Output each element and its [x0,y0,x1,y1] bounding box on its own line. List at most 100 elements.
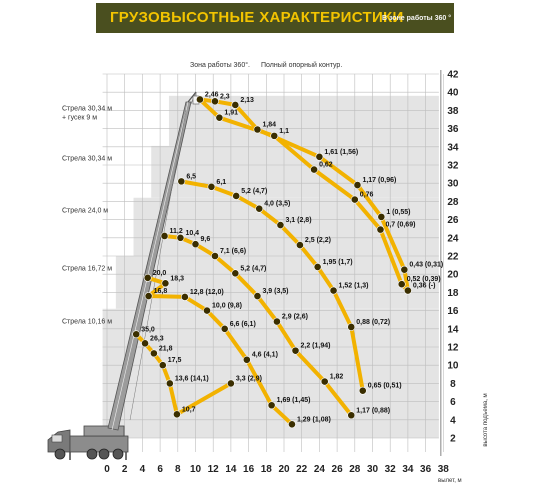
x-tick-label: 4 [140,464,146,475]
data-label: 1,82 [330,374,344,381]
series-name: Стрела 30,34 м [62,155,112,162]
series-name: + гусек 9 м [62,114,97,121]
x-tick-label: 16 [243,464,255,475]
data-point [347,411,356,420]
data-label: 2,2 (1,94) [301,343,331,350]
y-tick-label: 30 [447,179,459,190]
x-tick-label: 38 [438,464,450,475]
x-tick-label: 36 [420,464,432,475]
y-tick-label: 26 [447,215,459,226]
data-point [211,97,219,106]
data-point [211,252,219,260]
x-tick-label: 32 [385,464,397,475]
y-tick-label: 38 [447,106,459,117]
data-label: 0,7 (0,69) [385,222,415,229]
data-label: 1,61 (1,56) [324,149,358,156]
load-curves [132,95,412,429]
y-tick-label: 8 [450,379,456,390]
data-label: 6,1 [216,179,226,186]
x-tick-label: 22 [296,464,308,475]
data-point [203,306,211,315]
curve-line [197,97,410,293]
data-point [376,225,385,234]
x-tick-label: 8 [175,464,181,475]
chart-subtitle: В зоне работы 360 ° [382,15,452,22]
y-tick-label: 40 [447,88,459,99]
x-tick-label: 14 [225,464,237,475]
data-label: 0,76 [360,192,374,199]
data-point [191,240,200,249]
data-point [291,346,300,355]
data-point [176,233,185,242]
series-name: Стрела 30,34 м [62,105,112,112]
data-label: 11,2 [170,228,183,235]
y-tick-label: 28 [447,197,459,208]
data-label: 10,7 [182,406,196,413]
series-name: Стрела 10,16 м [62,318,112,325]
data-point [350,195,359,204]
data-label: 1,17 (0,96) [362,177,396,184]
x-tick-label: 20 [278,464,290,475]
series-name: Стрела 16,72 м [62,266,112,273]
data-label: 5,2 (4,7) [240,265,266,272]
data-point [329,286,338,295]
data-label: 0,43 (0,31) [409,262,443,269]
data-point [273,317,281,326]
data-point [403,286,412,295]
y-tick-label: 6 [450,397,456,408]
x-axis-label: вылет, м [438,478,462,484]
data-label: 1 (0,55) [386,209,410,216]
data-point [288,420,296,429]
x-tick-label: 24 [314,464,326,475]
y-tick-label: 4 [450,415,456,426]
shade-band [168,95,439,146]
data-label: 17,5 [168,357,182,364]
y-axis-label: высота подъема, м [483,393,489,446]
data-label: 13,6 (14,1) [175,375,209,382]
data-point [358,386,367,395]
y-tick-label: 14 [447,324,459,335]
data-point [143,273,152,282]
data-point [231,101,240,109]
x-tick-label: 34 [402,464,414,475]
data-label: 4,6 (4,1) [252,352,278,359]
shade-band [115,256,439,309]
data-label: 5,2 (4,7) [241,188,267,195]
data-label: 3,9 (3,5) [262,288,288,295]
data-point [132,330,141,339]
data-label: 2,9 (2,6) [282,314,308,321]
data-label: 2,3 [220,93,230,100]
data-point [196,95,204,104]
data-label: 6,6 (6,1) [230,321,256,328]
data-point [173,410,181,419]
grid [102,73,444,452]
data-point [397,280,406,289]
data-point [231,269,240,278]
x-tick-label: 2 [122,464,128,475]
data-point [377,212,386,221]
data-point [353,181,362,189]
data-label: 12,8 (12,0) [190,289,224,296]
data-label: 1,29 (1,08) [297,416,331,423]
series-name: Стрела 24,0 м [62,207,108,214]
data-label: 3,1 (2,8) [285,217,311,224]
data-label: 18,3 [170,275,184,282]
data-label: 35,0 [141,326,155,333]
data-point [158,361,167,370]
data-point [400,265,409,274]
data-label: 21,8 [159,345,173,352]
y-tick-label: 36 [447,124,459,135]
data-point [207,182,216,191]
x-tick-label: 6 [157,464,163,475]
data-label: 1,52 (1,3) [339,283,369,290]
x-tick-label: 12 [208,464,220,475]
data-label: 16,8 [154,288,168,295]
data-label: 0,88 (0,72) [356,319,390,326]
data-point [215,113,224,122]
y-tick-label: 42 [447,70,459,81]
data-label: 2,5 (2,2) [305,237,331,244]
data-label: 0,36 (-) [413,283,436,290]
note-work-zone: Зона работы 360°. [190,61,250,69]
y-tick-label: 24 [447,233,459,244]
